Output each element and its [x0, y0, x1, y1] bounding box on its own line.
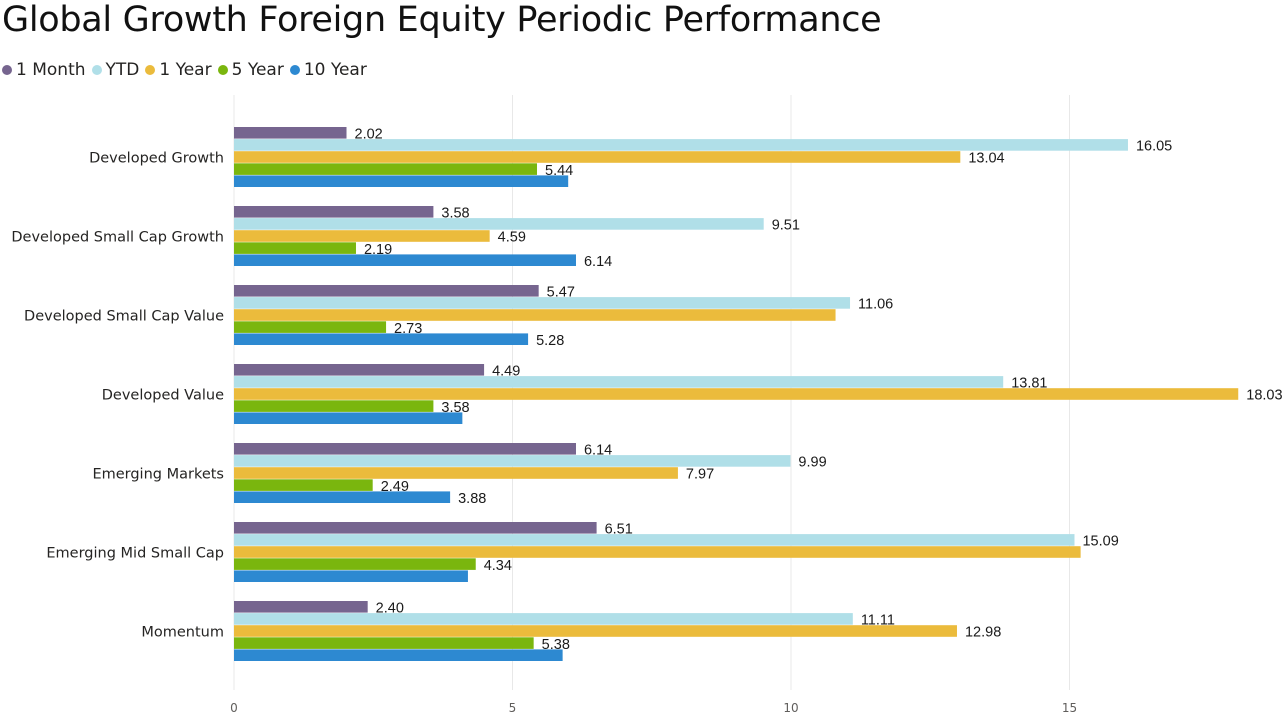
bar	[234, 139, 1128, 151]
bar	[234, 364, 485, 376]
bar	[234, 491, 451, 503]
legend-item[interactable]: 5 Year	[217, 60, 284, 80]
data-label: 5.28	[536, 333, 564, 349]
category-label: Developed Value	[102, 387, 224, 403]
data-label: 9.51	[772, 218, 800, 234]
bar	[234, 467, 678, 479]
bar	[234, 285, 539, 297]
bar	[234, 333, 529, 345]
legend-item[interactable]: 1 Month	[2, 60, 86, 80]
data-label: 18.03	[1246, 388, 1282, 404]
bar	[234, 613, 853, 625]
bar	[234, 546, 1081, 558]
data-label: 6.14	[584, 443, 612, 459]
data-label: 16.05	[1136, 139, 1172, 155]
data-label: 3.88	[458, 491, 486, 507]
legend-item[interactable]: 10 Year	[289, 60, 367, 80]
bar	[234, 206, 434, 218]
bar	[234, 522, 597, 534]
data-label: 6.14	[584, 254, 612, 270]
bar	[234, 400, 434, 412]
bar	[234, 175, 569, 187]
bar	[234, 455, 791, 467]
category-label: Developed Small Cap Value	[24, 308, 224, 324]
bar	[234, 242, 356, 254]
bar	[234, 321, 387, 333]
data-label: 11.06	[858, 297, 893, 313]
bar	[234, 443, 576, 455]
data-label: 12.98	[965, 625, 1001, 641]
bar	[234, 254, 576, 266]
data-label: 7.97	[686, 467, 714, 483]
legend-label: 1 Year	[159, 60, 212, 80]
bar	[234, 376, 1004, 388]
data-label: 2.02	[355, 127, 383, 143]
legend-label: 10 Year	[303, 60, 367, 80]
bar	[234, 570, 468, 582]
category-label: Developed Small Cap Growth	[11, 229, 224, 245]
legend-item[interactable]: YTD	[91, 60, 140, 80]
data-label: 4.59	[498, 230, 526, 246]
data-label: 9.99	[798, 455, 826, 471]
bar	[234, 163, 538, 175]
legend-label: 1 Month	[16, 60, 86, 80]
data-label: 5.44	[545, 163, 573, 179]
data-label: 5.38	[542, 637, 570, 653]
bar	[234, 625, 957, 637]
category-label: Momentum	[141, 624, 224, 640]
category-label: Emerging Markets	[92, 466, 224, 482]
legend: 1 Month YTD 1 Year 5 Year 10 Year	[2, 58, 373, 82]
legend-label: 5 Year	[231, 60, 284, 80]
bar	[234, 479, 373, 491]
bar	[234, 534, 1075, 546]
category-label: Developed Growth	[89, 150, 224, 166]
x-tick-label: 0	[230, 701, 238, 715]
legend-marker	[145, 65, 156, 75]
data-label: 11.11	[861, 613, 895, 629]
category-label: Emerging Mid Small Cap	[46, 545, 224, 561]
bar	[234, 151, 961, 163]
x-tick-label: 15	[1062, 701, 1077, 715]
bar	[234, 218, 764, 230]
legend-marker	[2, 65, 12, 75]
x-tick-label: 10	[783, 701, 798, 715]
data-label: 6.51	[605, 522, 633, 538]
data-label: 4.34	[484, 558, 512, 574]
bar	[234, 558, 476, 570]
data-label: 13.81	[1011, 376, 1047, 392]
bar	[234, 297, 851, 309]
legend-marker	[91, 65, 102, 75]
legend-marker	[217, 65, 228, 75]
bar	[234, 309, 836, 321]
bar	[234, 412, 463, 424]
bar	[234, 649, 563, 661]
data-label: 2.19	[364, 242, 392, 258]
bar	[234, 127, 347, 139]
bar	[234, 388, 1239, 400]
bar	[234, 637, 534, 649]
bar	[234, 230, 490, 242]
legend-label: YTD	[105, 60, 140, 80]
data-label: 5.47	[547, 285, 575, 301]
data-label: 3.58	[441, 206, 469, 222]
chart-title: Global Growth Foreign Equity Periodic Pe…	[2, 0, 882, 40]
data-label: 2.49	[381, 479, 409, 495]
legend-marker	[289, 65, 300, 75]
data-label: 3.58	[441, 400, 469, 416]
data-label: 15.09	[1082, 534, 1118, 550]
data-label: 4.49	[492, 364, 520, 380]
x-tick-label: 5	[509, 701, 517, 715]
legend-item[interactable]: 1 Year	[145, 60, 212, 80]
bar	[234, 601, 368, 613]
data-label: 2.73	[394, 321, 422, 337]
data-label: 2.40	[376, 601, 404, 617]
data-label: 13.04	[968, 151, 1004, 167]
